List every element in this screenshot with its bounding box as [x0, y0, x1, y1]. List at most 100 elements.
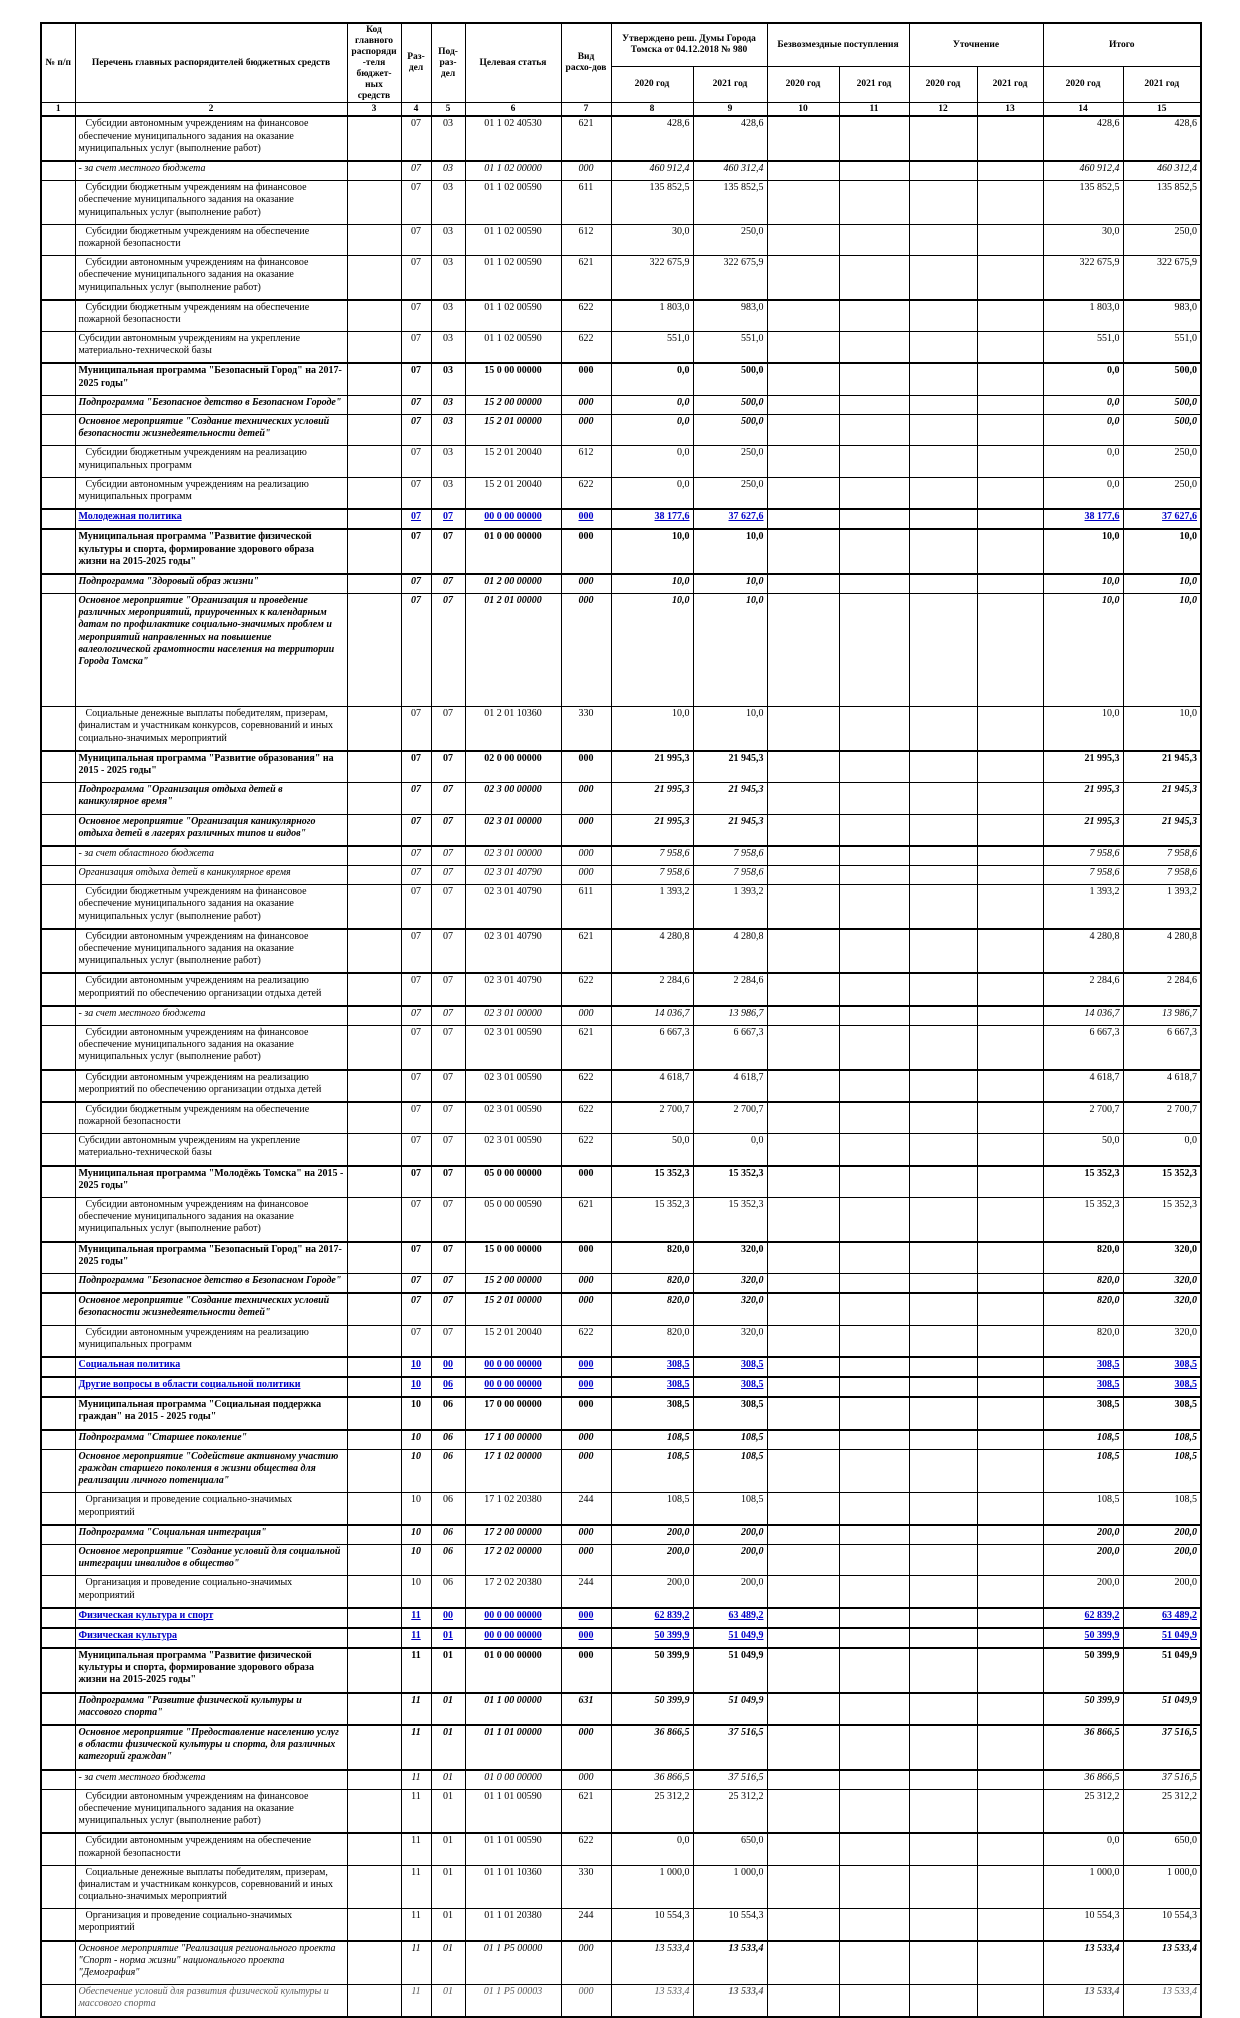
row-number-cell: [40, 782, 76, 815]
value-cell: [766, 884, 840, 930]
column-number: 10: [766, 102, 840, 117]
value-cell: 108,5: [1042, 1448, 1124, 1494]
code-cell: 000: [560, 1647, 612, 1694]
grbs-code-cell: [346, 1647, 402, 1694]
value-cell: [838, 1004, 910, 1026]
column-number: 9: [692, 102, 768, 117]
grbs-code-cell: [346, 331, 402, 364]
row-number-cell: [40, 1240, 76, 1274]
code-cell: 07: [400, 1024, 432, 1071]
table-row: Организация и проведение социально-значи…: [40, 1908, 1202, 1942]
value-cell: [908, 1543, 978, 1577]
value-cell: [976, 1133, 1044, 1167]
value-cell: [976, 1788, 1044, 1834]
code-cell: 000: [560, 508, 612, 531]
code-cell: 01: [430, 1908, 466, 1942]
header-year-2021: 2021 год: [976, 66, 1044, 104]
table-row: Муниципальная программа "Развитие образо…: [40, 749, 1202, 784]
code-cell: 000: [560, 1939, 612, 1986]
grbs-code-cell: [346, 1984, 402, 2018]
value-cell: [976, 1908, 1044, 1942]
code-cell: 07: [430, 972, 466, 1007]
value-cell: 308,5: [1042, 1355, 1124, 1379]
code-cell: 07: [400, 972, 432, 1007]
value-cell: 10,0: [1122, 572, 1202, 595]
code-cell: 15 2 01 20040: [464, 476, 562, 510]
value-cell: 0,0: [1042, 445, 1124, 478]
value-cell: [838, 1100, 910, 1135]
value-cell: [838, 528, 910, 575]
value-cell: 10,0: [610, 706, 694, 752]
table-row: Субсидии бюджетным учреждениям на обеспе…: [40, 223, 1202, 257]
code-cell: 07: [430, 508, 466, 531]
table-row: Субсидии автономным учреждениям на финан…: [40, 1024, 1202, 1071]
value-cell: 10,0: [1042, 528, 1124, 575]
code-cell: 15 2 01 00000: [464, 414, 562, 447]
value-cell: [838, 749, 910, 784]
code-cell: 02 3 01 40790: [464, 972, 562, 1007]
code-cell: 622: [560, 298, 612, 333]
value-cell: [976, 782, 1044, 815]
code-cell: 07: [430, 844, 466, 867]
code-cell: 07: [430, 1133, 466, 1167]
grbs-code-cell: [346, 414, 402, 447]
value-cell: [908, 1984, 978, 2018]
value-cell: 4 280,8: [610, 927, 694, 974]
value-cell: [908, 255, 978, 301]
row-number-cell: [40, 1768, 76, 1790]
table-row: Обеспечение условий для развития физичес…: [40, 1984, 1202, 2018]
value-cell: 38 177,6: [1042, 508, 1124, 531]
code-cell: 06: [430, 1575, 466, 1609]
value-cell: [838, 1240, 910, 1274]
table-row: Основное мероприятие "Создание техническ…: [40, 1292, 1202, 1326]
code-cell: 01 1 P5 00000: [464, 1939, 562, 1986]
value-cell: 460 912,4: [610, 160, 694, 182]
value-cell: 10,0: [692, 528, 768, 575]
code-cell: 02 3 01 00590: [464, 1068, 562, 1103]
row-number-cell: [40, 1068, 76, 1103]
grbs-code-cell: [346, 1939, 402, 1986]
value-cell: [838, 115, 910, 162]
value-cell: 1 803,0: [1042, 298, 1124, 333]
grbs-code-cell: [346, 1724, 402, 1771]
value-cell: 322 675,9: [1042, 255, 1124, 301]
value-cell: 6 667,3: [692, 1024, 768, 1071]
code-cell: 01: [430, 1768, 466, 1790]
row-title-cell: Субсидии бюджетным учреждениям на обеспе…: [74, 1100, 348, 1135]
value-cell: 428,6: [1122, 115, 1202, 162]
value-cell: 320,0: [692, 1272, 768, 1294]
value-cell: [908, 1272, 978, 1294]
value-cell: [976, 255, 1044, 301]
value-cell: [766, 1355, 840, 1379]
value-cell: 983,0: [692, 298, 768, 333]
grbs-code-cell: [346, 1606, 402, 1629]
row-title-cell: Субсидии автономным учреждениям на реали…: [74, 1068, 348, 1103]
row-title-cell: Субсидии автономным учреждениям на финан…: [74, 115, 348, 162]
value-cell: 14 036,7: [610, 1004, 694, 1026]
value-cell: [766, 115, 840, 162]
table-row: Организация и проведение социально-значи…: [40, 1575, 1202, 1609]
code-cell: 11: [400, 1864, 432, 1910]
value-cell: 0,0: [1042, 1832, 1124, 1866]
value-cell: 37 516,5: [692, 1768, 768, 1790]
value-cell: 4 618,7: [692, 1068, 768, 1103]
value-cell: 0,0: [1042, 476, 1124, 510]
value-cell: 7 958,6: [610, 865, 694, 886]
code-cell: 07: [400, 223, 432, 257]
value-cell: [908, 813, 978, 847]
code-cell: 11: [400, 1908, 432, 1942]
value-cell: [766, 508, 840, 531]
grbs-code-cell: [346, 1292, 402, 1326]
table-row: Подпрограмма "Безопасное детство в Безоп…: [40, 394, 1202, 416]
header-year-2020: 2020 год: [908, 66, 978, 104]
code-cell: 06: [430, 1396, 466, 1431]
header-year-2020: 2020 год: [1042, 66, 1124, 104]
code-cell: 01: [430, 1691, 466, 1726]
value-cell: 320,0: [1122, 1324, 1202, 1358]
grbs-code-cell: [346, 1197, 402, 1243]
value-cell: [908, 927, 978, 974]
row-title-cell: Молодежная политика: [74, 508, 348, 531]
row-title-cell: Субсидии автономным учреждениям на финан…: [74, 1197, 348, 1243]
value-cell: [908, 884, 978, 930]
value-cell: 428,6: [692, 115, 768, 162]
